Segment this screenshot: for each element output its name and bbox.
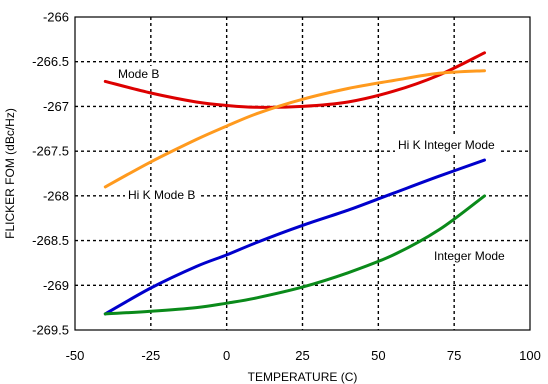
annotation-background — [115, 66, 163, 82]
annotation-background — [125, 187, 199, 203]
y-tick-label: -268 — [43, 188, 69, 203]
x-tick-label: 25 — [295, 348, 309, 363]
x-axis-label: TEMPERATURE (C) — [248, 370, 358, 384]
annotation-background — [395, 137, 499, 153]
y-tick-label: -269.5 — [32, 323, 69, 338]
series-lines — [103, 51, 486, 316]
annotation-integer-mode: Integer Mode — [434, 249, 505, 263]
x-tick-label: 100 — [519, 348, 541, 363]
plot-frame — [74, 16, 531, 331]
y-tick-label: -267 — [43, 99, 69, 114]
annotation-hi-k-mode-b: Hi K Mode B — [128, 188, 195, 202]
series-line-integer-mode — [103, 194, 486, 316]
annotation-hi-k-integer-mode: Hi K Integer Mode — [398, 138, 495, 152]
y-axis-label: FLICKER FOM (dBc/Hz) — [3, 108, 17, 239]
y-tick-label: -269 — [43, 278, 69, 293]
series-line-hi-k-integer-mode — [103, 158, 486, 316]
x-tick-labels: -50 -25 0 25 50 75 100 — [66, 348, 541, 363]
annotations: Mode B Hi K Mode B Hi K Integer Mode Intege… — [115, 66, 509, 264]
x-tick-label: -50 — [66, 348, 85, 363]
annotation-mode-b: Mode B — [118, 67, 159, 81]
x-tick-label: 0 — [223, 348, 230, 363]
series-line-hi-k-mode-b — [103, 69, 486, 189]
y-tick-label: -268.5 — [32, 233, 69, 248]
x-tick-label: -25 — [141, 348, 160, 363]
y-tick-label: -266.5 — [32, 54, 69, 69]
x-tick-label: 75 — [447, 348, 461, 363]
annotation-background — [431, 248, 509, 264]
x-tick-label: 50 — [371, 348, 385, 363]
y-tick-label: -267.5 — [32, 144, 69, 159]
y-tick-labels: -266 -266.5 -267 -267.5 -268 -268.5 -269 -269.5 — [32, 10, 69, 338]
y-tick-label: -266 — [43, 10, 69, 25]
